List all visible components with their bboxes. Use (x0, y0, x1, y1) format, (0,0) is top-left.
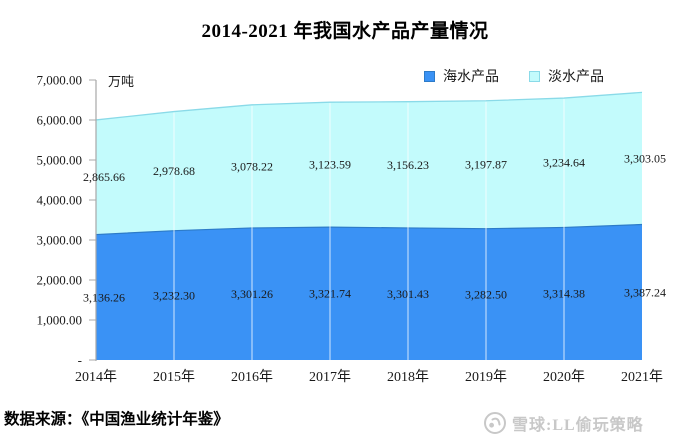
x-tick-label: 2019年 (465, 369, 507, 385)
y-axis-unit-label: 万吨 (108, 74, 135, 89)
chart-title: 2014-2021 年我国水产品产量情况 (201, 21, 489, 42)
xueqiu-watermark: 雪球:LL偷玩策略 (483, 411, 644, 435)
chart-legend: 海水产品 淡水产品 (424, 66, 604, 86)
y-tick-label: 6,000.00 (37, 113, 83, 128)
x-tick-label: 2016年 (231, 369, 273, 385)
x-tick-label: 2014年 (75, 369, 117, 385)
y-tick-label: 2,000.00 (37, 273, 83, 288)
marine-area (96, 224, 642, 360)
y-tick-label: - (78, 353, 82, 368)
y-tick-label: 7,000.00 (37, 73, 83, 88)
marine-series-swatch-icon (424, 70, 435, 82)
marine-data-label: 3,232.30 (153, 288, 195, 302)
y-tick-label: 5,000.00 (37, 153, 83, 168)
y-tick-label: 3,000.00 (37, 233, 83, 248)
watermark-text: 雪球:LL偷玩策略 (512, 417, 644, 434)
marine-data-label: 3,387.24 (624, 285, 666, 299)
marine-data-label: 3,301.43 (387, 287, 429, 301)
x-tick-label: 2015年 (153, 369, 195, 385)
freshwater-data-label: 3,197.87 (465, 158, 507, 172)
marine-data-label: 3,321.74 (309, 287, 351, 301)
freshwater-series-swatch-icon (529, 70, 540, 82)
legend-item-freshwater: 淡水产品 (529, 66, 604, 86)
legend-label-freshwater: 淡水产品 (548, 70, 604, 85)
data-source-note: 数据来源：《中国渔业统计年鉴》 (4, 411, 229, 428)
freshwater-data-label: 2,865.66 (83, 170, 125, 184)
marine-data-label: 3,136.26 (83, 290, 125, 304)
freshwater-data-label: 2,978.68 (153, 164, 195, 178)
marine-data-label: 3,301.26 (231, 287, 273, 301)
x-tick-label: 2020年 (543, 369, 585, 385)
marine-top-line (95, 223, 643, 236)
freshwater-data-label: 3,303.05 (624, 151, 666, 165)
production-area-chart: 7,000.00 6,000.00 5,000.00 4,000.00 3,000.00… (37, 73, 667, 386)
x-tick-label: 2021年 (621, 369, 663, 385)
legend-item-marine: 海水产品 (424, 66, 499, 86)
marine-data-label: 3,314.38 (543, 287, 585, 301)
freshwater-data-label: 3,156.23 (387, 158, 429, 172)
freshwater-data-label: 3,078.22 (231, 159, 273, 173)
y-tick-label: 1,000.00 (37, 313, 83, 328)
y-tick-label: 4,000.00 (37, 193, 83, 208)
freshwater-top-line (95, 91, 643, 121)
marine-data-label: 3,282.50 (465, 287, 507, 301)
legend-label-marine: 海水产品 (443, 70, 499, 85)
freshwater-area (96, 92, 642, 235)
freshwater-data-label: 3,123.59 (309, 158, 351, 172)
x-tick-label: 2018年 (387, 369, 429, 385)
x-tick-label: 2017年 (309, 369, 351, 385)
freshwater-data-label: 3,234.64 (543, 156, 585, 170)
xueqiu-logo-icon (484, 412, 506, 434)
